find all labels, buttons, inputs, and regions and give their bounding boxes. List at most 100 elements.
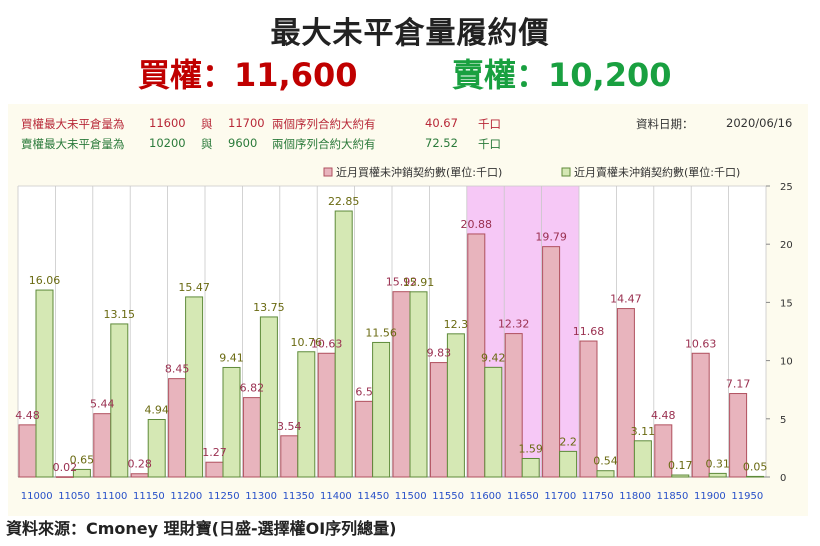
- grid-layer: [17, 185, 767, 478]
- x-tick-label: 11900: [694, 491, 726, 502]
- put-bar: [484, 366, 503, 478]
- put-bar: [671, 474, 690, 478]
- call-data-label: 19.79: [535, 231, 567, 244]
- x-tick-label: 11350: [283, 491, 315, 502]
- call-bar: [542, 246, 561, 478]
- x-tick-label: 11450: [357, 491, 389, 502]
- call-bar: [168, 378, 187, 478]
- date-label: 資料日期：: [636, 117, 694, 131]
- put-bar: [35, 289, 54, 478]
- y-tick-label: 25: [780, 182, 793, 193]
- x-tick-label: 11550: [432, 491, 464, 502]
- put-info-v1: 10200: [149, 136, 186, 150]
- call-bar: [579, 340, 598, 478]
- put-info-amount: 72.52: [425, 136, 458, 150]
- call-bar: [729, 393, 748, 478]
- put-info-unit: 千口: [478, 137, 501, 151]
- x-tick-label: 11650: [507, 491, 539, 502]
- call-bar: [317, 352, 336, 478]
- x-tick-label: 11200: [170, 491, 202, 502]
- call-bar: [654, 424, 673, 478]
- call-data-label: 4.48: [651, 409, 676, 422]
- call-data-label: 6.5: [355, 385, 373, 398]
- call-bar: [355, 400, 374, 478]
- put-bar: [746, 475, 765, 478]
- put-data-label: 9.42: [481, 351, 506, 364]
- call-info-conj: 與: [201, 117, 213, 131]
- put-data-label: 0.31: [705, 457, 730, 470]
- call-bar: [392, 291, 411, 478]
- call-data-label: 0.28: [127, 458, 152, 471]
- axis-layer: 0 5 10 15 20 25 11000 11050 11100 11150 11200 11250…: [21, 182, 793, 502]
- call-data-label: 15.92: [386, 276, 418, 289]
- put-bar: [185, 296, 204, 478]
- put-info-conj: 與: [201, 137, 213, 151]
- x-tick-label: 11000: [21, 491, 53, 502]
- y-tick-label: 15: [780, 298, 793, 309]
- legend: 近月買權未沖銷契約數(單位:千口) 近月賣權未沖銷契約數(單位:千口): [323, 165, 740, 179]
- put-data-label: 0.54: [593, 455, 618, 468]
- call-bar: [504, 333, 523, 478]
- call-data-label: 6.82: [240, 382, 265, 395]
- call-bar: [616, 308, 635, 478]
- legend-swatch-put: [561, 167, 571, 177]
- put-bar: [633, 440, 652, 478]
- call-info-desc: 兩個序列合約大約有: [272, 117, 376, 131]
- put-max-strike: 賣權：10,200: [452, 56, 672, 94]
- source-note: 資料來源：Cmoney 理財寶(日盛-選擇權OI序列總量): [6, 519, 397, 538]
- put-info-v2: 9600: [228, 136, 258, 150]
- put-bar: [297, 351, 316, 478]
- put-data-label: 3.11: [631, 425, 656, 438]
- put-bar: [708, 472, 727, 478]
- call-info-label: 買權最大未平倉量為: [21, 117, 125, 131]
- y-tick-label: 10: [780, 357, 793, 368]
- put-data-label: 11.56: [365, 326, 397, 339]
- put-data-label: 0.05: [743, 460, 768, 473]
- legend-label-put: 近月賣權未沖銷契約數(單位:千口): [574, 165, 740, 179]
- put-data-label: 9.41: [219, 351, 244, 364]
- call-info-unit: 千口: [478, 117, 501, 131]
- x-tick-label: 11800: [619, 491, 651, 502]
- put-data-label: 4.94: [144, 403, 169, 416]
- put-bar: [72, 468, 91, 478]
- put-data-label: 0.65: [70, 453, 95, 466]
- call-bar: [130, 473, 149, 478]
- label-layer: 4.48 16.06 0.020.65 5.44 13.15 0.28 4.94 8.45 15…: [15, 195, 767, 474]
- y-tick-label: 20: [780, 240, 793, 251]
- call-bar: [691, 352, 710, 478]
- call-data-label: 9.83: [427, 347, 452, 360]
- put-data-label: 2.2: [559, 435, 577, 448]
- x-tick-label: 11250: [208, 491, 240, 502]
- x-tick-label: 11850: [657, 491, 689, 502]
- put-bar: [521, 457, 540, 478]
- page-title: 最大未平倉量履約價: [270, 16, 550, 51]
- call-bar: [205, 461, 224, 478]
- put-data-label: 16.06: [29, 274, 61, 287]
- call-data-label: 20.88: [461, 218, 493, 231]
- legend-label-call: 近月買權未沖銷契約數(單位:千口): [336, 165, 502, 179]
- call-data-label: 11.68: [573, 325, 605, 338]
- put-bar: [446, 333, 465, 478]
- legend-swatch-call: [323, 167, 333, 177]
- call-info-v2: 11700: [228, 116, 265, 130]
- call-data-label: 1.27: [202, 446, 227, 459]
- call-bar: [55, 476, 74, 478]
- call-bar: [242, 397, 261, 478]
- x-tick-label: 11950: [731, 491, 763, 502]
- put-bar: [147, 418, 166, 478]
- put-data-label: 15.91: [403, 276, 435, 289]
- call-data-label: 10.63: [685, 337, 717, 350]
- call-data-label: 14.47: [610, 293, 642, 306]
- put-data-label: 10.76: [291, 336, 323, 349]
- put-data-label: 0.17: [668, 459, 693, 472]
- call-bar: [429, 362, 448, 478]
- bar-layer: [18, 210, 765, 478]
- put-bar: [409, 291, 428, 478]
- put-data-label: 15.47: [178, 281, 210, 294]
- call-bar: [280, 435, 299, 478]
- x-tick-label: 11150: [133, 491, 165, 502]
- call-data-label: 8.45: [165, 363, 190, 376]
- put-bar: [222, 366, 241, 478]
- x-tick-label: 11300: [245, 491, 277, 502]
